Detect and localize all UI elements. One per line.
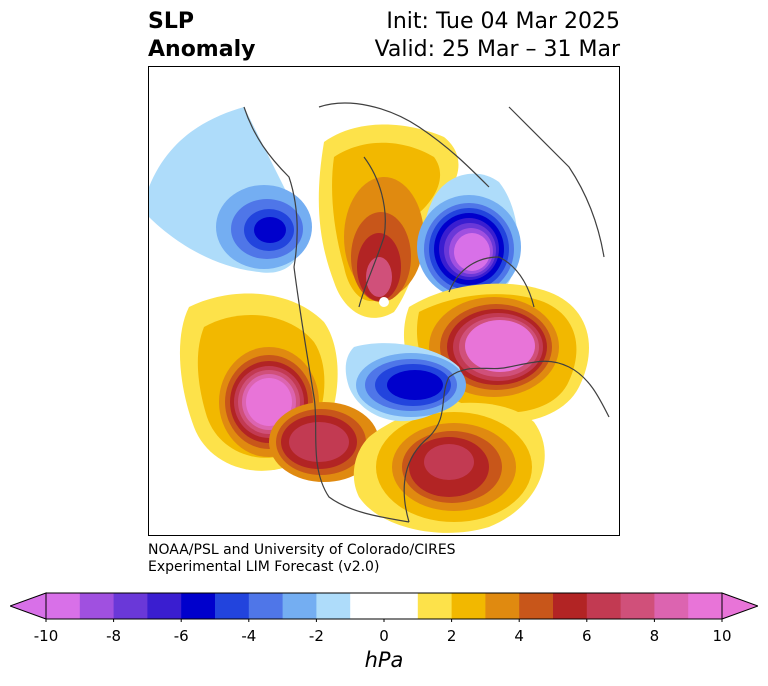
title-line-1: SLP — [148, 9, 194, 34]
colorbar-tick-label: 0 — [379, 627, 389, 645]
colorbar-segment — [417, 593, 453, 619]
colorbar-segment — [79, 593, 115, 619]
map-panel — [148, 66, 620, 536]
coastlines — [243, 102, 610, 523]
anomaly-siberia-ridge — [318, 124, 459, 318]
credit-line-1: NOAA/PSL and University of Colorado/CIRE… — [148, 542, 456, 558]
colorbar-units: hPa — [364, 648, 404, 672]
colorbar-segment — [215, 593, 250, 619]
colorbar-segment — [46, 593, 81, 619]
valid-dates: Valid: 25 Mar – 31 Mar — [374, 37, 620, 62]
colorbar-extend-high — [721, 592, 758, 620]
colorbar-tick-label: -8 — [106, 627, 122, 645]
colorbar-tick-label: -4 — [241, 627, 257, 645]
colorbar-segment — [485, 593, 520, 619]
colorbar-extend-low — [10, 592, 47, 620]
colorbar-tick-label: 10 — [712, 627, 732, 645]
map-title: SLP Anomaly — [148, 8, 255, 64]
north-pole-marker — [379, 297, 389, 307]
forecast-dates: Init: Tue 04 Mar 2025 Valid: 25 Mar – 31… — [375, 8, 620, 64]
slp-anomaly-map — [149, 102, 610, 533]
colorbar-segment — [384, 593, 419, 619]
colorbar-segment — [688, 593, 723, 619]
colorbar-segment — [586, 593, 622, 619]
colorbar-segment — [620, 593, 655, 619]
credit-text: NOAA/PSL and University of Colorado/CIRE… — [148, 542, 456, 576]
colorbar-tick-label: 6 — [582, 627, 592, 645]
anomaly-pacific-nw-trough — [149, 107, 312, 273]
colorbar-segment — [113, 593, 148, 619]
colorbar-segment — [282, 593, 317, 619]
credit-line-2: Experimental LIM Forecast (v2.0) — [148, 559, 380, 575]
colorbar-segment — [350, 593, 385, 619]
colorbar-segment — [316, 593, 351, 619]
colorbar-segment — [553, 593, 588, 619]
colorbar-tick-label: -2 — [308, 627, 324, 645]
colorbar-tick-label: 8 — [649, 627, 660, 645]
colorbar-segment — [519, 593, 554, 619]
anomaly-western-us-ridge — [269, 402, 379, 482]
anomaly-canadian-trough — [345, 343, 466, 422]
colorbar-segment — [147, 593, 182, 619]
init-date: Init: Tue 04 Mar 2025 — [386, 9, 620, 34]
colorbar — [10, 592, 758, 622]
colorbar-segment — [654, 593, 689, 619]
colorbar-segment — [451, 593, 486, 619]
colorbar-segment — [248, 593, 284, 619]
colorbar-tick-label: 4 — [514, 627, 524, 645]
colorbar-tick-label: 2 — [446, 627, 457, 645]
title-line-2: Anomaly — [148, 37, 256, 62]
anomaly-atlantic-ridge — [353, 402, 545, 533]
anomaly-barents-trough — [417, 173, 521, 301]
colorbar-segment — [181, 593, 216, 619]
colorbar-tick-label: -10 — [33, 627, 59, 645]
colorbar-tick-label: -6 — [173, 627, 189, 645]
